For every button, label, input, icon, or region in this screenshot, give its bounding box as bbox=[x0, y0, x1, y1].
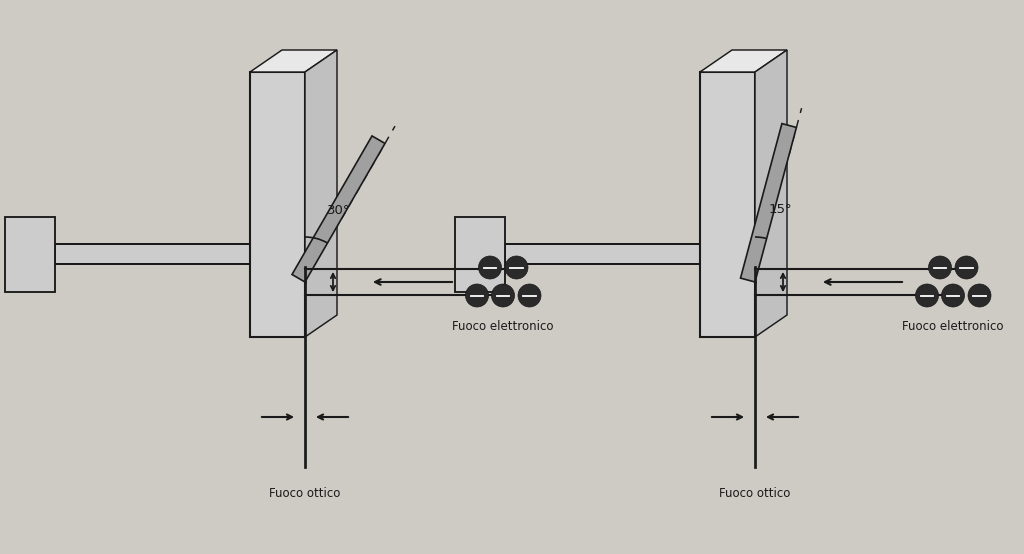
Circle shape bbox=[941, 284, 965, 307]
Circle shape bbox=[915, 284, 939, 307]
Polygon shape bbox=[455, 217, 505, 291]
Circle shape bbox=[466, 284, 488, 307]
Polygon shape bbox=[700, 50, 787, 72]
Polygon shape bbox=[55, 244, 250, 264]
Circle shape bbox=[478, 256, 502, 279]
Text: Fuoco elettronico: Fuoco elettronico bbox=[453, 320, 554, 333]
Circle shape bbox=[955, 256, 978, 279]
Circle shape bbox=[505, 256, 528, 279]
Text: Fuoco ottico: Fuoco ottico bbox=[719, 487, 791, 500]
Polygon shape bbox=[250, 50, 337, 72]
Circle shape bbox=[968, 284, 991, 307]
Polygon shape bbox=[305, 50, 337, 337]
Polygon shape bbox=[250, 72, 305, 337]
Polygon shape bbox=[755, 50, 787, 337]
Text: 30°: 30° bbox=[328, 204, 351, 217]
Polygon shape bbox=[5, 217, 55, 291]
Polygon shape bbox=[740, 124, 797, 282]
Polygon shape bbox=[292, 136, 385, 282]
Circle shape bbox=[929, 256, 951, 279]
Text: Fuoco ottico: Fuoco ottico bbox=[269, 487, 341, 500]
Circle shape bbox=[492, 284, 514, 307]
Polygon shape bbox=[505, 244, 700, 264]
Polygon shape bbox=[700, 72, 755, 337]
Circle shape bbox=[518, 284, 541, 307]
Text: 15°: 15° bbox=[769, 203, 793, 216]
Text: Fuoco elettronico: Fuoco elettronico bbox=[902, 320, 1004, 333]
